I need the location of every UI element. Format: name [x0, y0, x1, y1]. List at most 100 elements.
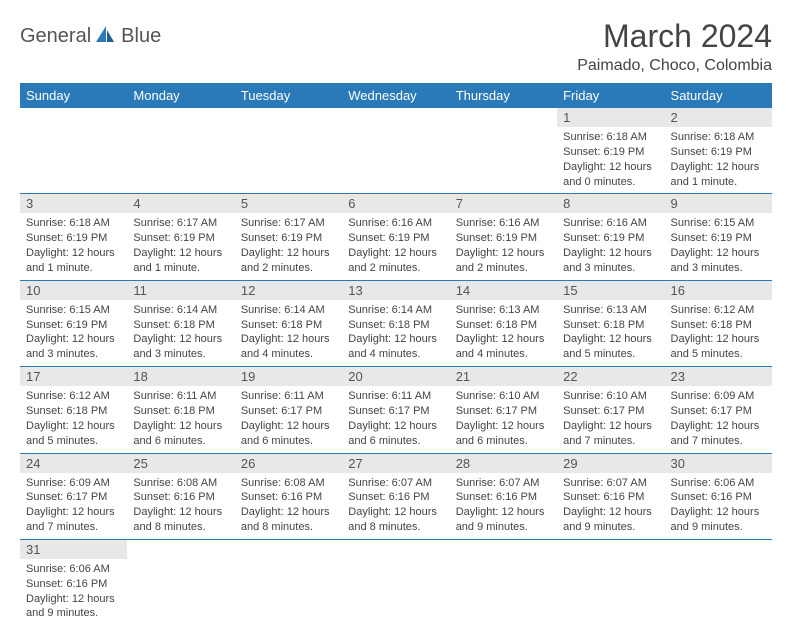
day-details: Sunrise: 6:09 AMSunset: 6:17 PMDaylight:…	[20, 473, 127, 539]
day-details: Sunrise: 6:17 AMSunset: 6:19 PMDaylight:…	[127, 213, 234, 279]
day-number: 2	[665, 108, 772, 127]
calendar-cell: 3Sunrise: 6:18 AMSunset: 6:19 PMDaylight…	[20, 194, 127, 280]
day-details: Sunrise: 6:14 AMSunset: 6:18 PMDaylight:…	[342, 300, 449, 366]
day-details: Sunrise: 6:13 AMSunset: 6:18 PMDaylight:…	[557, 300, 664, 366]
logo-text-general: General	[20, 25, 91, 48]
calendar-cell: 4Sunrise: 6:17 AMSunset: 6:19 PMDaylight…	[127, 194, 234, 280]
day-details: Sunrise: 6:16 AMSunset: 6:19 PMDaylight:…	[342, 213, 449, 279]
calendar-cell: 20Sunrise: 6:11 AMSunset: 6:17 PMDayligh…	[342, 367, 449, 453]
calendar-cell: 11Sunrise: 6:14 AMSunset: 6:18 PMDayligh…	[127, 280, 234, 366]
dayname-header: Saturday	[665, 83, 772, 108]
calendar-cell: 21Sunrise: 6:10 AMSunset: 6:17 PMDayligh…	[450, 367, 557, 453]
day-number: 16	[665, 281, 772, 300]
day-details: Sunrise: 6:17 AMSunset: 6:19 PMDaylight:…	[235, 213, 342, 279]
day-number: 8	[557, 194, 664, 213]
day-number: 21	[450, 367, 557, 386]
day-details: Sunrise: 6:15 AMSunset: 6:19 PMDaylight:…	[665, 213, 772, 279]
calendar-cell: 27Sunrise: 6:07 AMSunset: 6:16 PMDayligh…	[342, 453, 449, 539]
calendar-row: 10Sunrise: 6:15 AMSunset: 6:19 PMDayligh…	[20, 280, 772, 366]
calendar-cell	[450, 539, 557, 625]
dayname-header: Monday	[127, 83, 234, 108]
day-details: Sunrise: 6:16 AMSunset: 6:19 PMDaylight:…	[557, 213, 664, 279]
month-title: March 2024	[577, 18, 772, 55]
day-number: 30	[665, 454, 772, 473]
calendar-body: 1Sunrise: 6:18 AMSunset: 6:19 PMDaylight…	[20, 108, 772, 625]
calendar-cell: 12Sunrise: 6:14 AMSunset: 6:18 PMDayligh…	[235, 280, 342, 366]
day-details: Sunrise: 6:06 AMSunset: 6:16 PMDaylight:…	[20, 559, 127, 625]
day-details: Sunrise: 6:14 AMSunset: 6:18 PMDaylight:…	[127, 300, 234, 366]
calendar-cell	[665, 539, 772, 625]
day-number: 6	[342, 194, 449, 213]
calendar-cell: 8Sunrise: 6:16 AMSunset: 6:19 PMDaylight…	[557, 194, 664, 280]
day-details: Sunrise: 6:10 AMSunset: 6:17 PMDaylight:…	[557, 386, 664, 452]
calendar-cell: 10Sunrise: 6:15 AMSunset: 6:19 PMDayligh…	[20, 280, 127, 366]
day-number: 19	[235, 367, 342, 386]
dayname-header: Thursday	[450, 83, 557, 108]
day-number: 3	[20, 194, 127, 213]
calendar-row: 31Sunrise: 6:06 AMSunset: 6:16 PMDayligh…	[20, 539, 772, 625]
calendar-cell: 6Sunrise: 6:16 AMSunset: 6:19 PMDaylight…	[342, 194, 449, 280]
calendar-cell: 13Sunrise: 6:14 AMSunset: 6:18 PMDayligh…	[342, 280, 449, 366]
day-details: Sunrise: 6:11 AMSunset: 6:18 PMDaylight:…	[127, 386, 234, 452]
day-number: 7	[450, 194, 557, 213]
calendar-cell	[235, 539, 342, 625]
calendar-cell: 25Sunrise: 6:08 AMSunset: 6:16 PMDayligh…	[127, 453, 234, 539]
calendar-cell: 17Sunrise: 6:12 AMSunset: 6:18 PMDayligh…	[20, 367, 127, 453]
day-number: 25	[127, 454, 234, 473]
title-block: March 2024 Paimado, Choco, Colombia	[577, 18, 772, 75]
day-details: Sunrise: 6:18 AMSunset: 6:19 PMDaylight:…	[20, 213, 127, 279]
calendar-cell: 9Sunrise: 6:15 AMSunset: 6:19 PMDaylight…	[665, 194, 772, 280]
calendar-cell: 24Sunrise: 6:09 AMSunset: 6:17 PMDayligh…	[20, 453, 127, 539]
calendar-cell: 2Sunrise: 6:18 AMSunset: 6:19 PMDaylight…	[665, 108, 772, 194]
calendar-cell: 14Sunrise: 6:13 AMSunset: 6:18 PMDayligh…	[450, 280, 557, 366]
day-details: Sunrise: 6:07 AMSunset: 6:16 PMDaylight:…	[342, 473, 449, 539]
calendar-cell: 22Sunrise: 6:10 AMSunset: 6:17 PMDayligh…	[557, 367, 664, 453]
day-number: 20	[342, 367, 449, 386]
header: General Blue March 2024 Paimado, Choco, …	[20, 18, 772, 75]
calendar-cell: 30Sunrise: 6:06 AMSunset: 6:16 PMDayligh…	[665, 453, 772, 539]
day-details: Sunrise: 6:07 AMSunset: 6:16 PMDaylight:…	[450, 473, 557, 539]
dayname-row: SundayMondayTuesdayWednesdayThursdayFrid…	[20, 83, 772, 108]
dayname-header: Wednesday	[342, 83, 449, 108]
dayname-header: Tuesday	[235, 83, 342, 108]
day-number: 10	[20, 281, 127, 300]
day-number: 1	[557, 108, 664, 127]
calendar-cell	[450, 108, 557, 194]
day-number: 31	[20, 540, 127, 559]
day-number: 9	[665, 194, 772, 213]
day-number: 27	[342, 454, 449, 473]
calendar-cell	[342, 108, 449, 194]
calendar-cell: 5Sunrise: 6:17 AMSunset: 6:19 PMDaylight…	[235, 194, 342, 280]
calendar-cell	[127, 539, 234, 625]
day-number: 14	[450, 281, 557, 300]
calendar-cell	[235, 108, 342, 194]
calendar-cell	[342, 539, 449, 625]
calendar-row: 24Sunrise: 6:09 AMSunset: 6:17 PMDayligh…	[20, 453, 772, 539]
day-details: Sunrise: 6:11 AMSunset: 6:17 PMDaylight:…	[342, 386, 449, 452]
calendar-row: 1Sunrise: 6:18 AMSunset: 6:19 PMDaylight…	[20, 108, 772, 194]
calendar-cell: 1Sunrise: 6:18 AMSunset: 6:19 PMDaylight…	[557, 108, 664, 194]
calendar-cell: 26Sunrise: 6:08 AMSunset: 6:16 PMDayligh…	[235, 453, 342, 539]
day-details: Sunrise: 6:06 AMSunset: 6:16 PMDaylight:…	[665, 473, 772, 539]
day-number: 13	[342, 281, 449, 300]
day-number: 5	[235, 194, 342, 213]
calendar-cell	[127, 108, 234, 194]
day-details: Sunrise: 6:13 AMSunset: 6:18 PMDaylight:…	[450, 300, 557, 366]
day-details: Sunrise: 6:11 AMSunset: 6:17 PMDaylight:…	[235, 386, 342, 452]
day-number: 12	[235, 281, 342, 300]
sail-icon	[94, 24, 118, 49]
calendar-cell: 16Sunrise: 6:12 AMSunset: 6:18 PMDayligh…	[665, 280, 772, 366]
day-details: Sunrise: 6:18 AMSunset: 6:19 PMDaylight:…	[557, 127, 664, 193]
day-number: 17	[20, 367, 127, 386]
day-details: Sunrise: 6:14 AMSunset: 6:18 PMDaylight:…	[235, 300, 342, 366]
day-details: Sunrise: 6:16 AMSunset: 6:19 PMDaylight:…	[450, 213, 557, 279]
day-number: 15	[557, 281, 664, 300]
dayname-header: Sunday	[20, 83, 127, 108]
calendar-cell: 31Sunrise: 6:06 AMSunset: 6:16 PMDayligh…	[20, 539, 127, 625]
day-details: Sunrise: 6:10 AMSunset: 6:17 PMDaylight:…	[450, 386, 557, 452]
day-details: Sunrise: 6:15 AMSunset: 6:19 PMDaylight:…	[20, 300, 127, 366]
calendar-cell: 28Sunrise: 6:07 AMSunset: 6:16 PMDayligh…	[450, 453, 557, 539]
calendar-cell: 29Sunrise: 6:07 AMSunset: 6:16 PMDayligh…	[557, 453, 664, 539]
day-details: Sunrise: 6:08 AMSunset: 6:16 PMDaylight:…	[127, 473, 234, 539]
calendar-row: 17Sunrise: 6:12 AMSunset: 6:18 PMDayligh…	[20, 367, 772, 453]
